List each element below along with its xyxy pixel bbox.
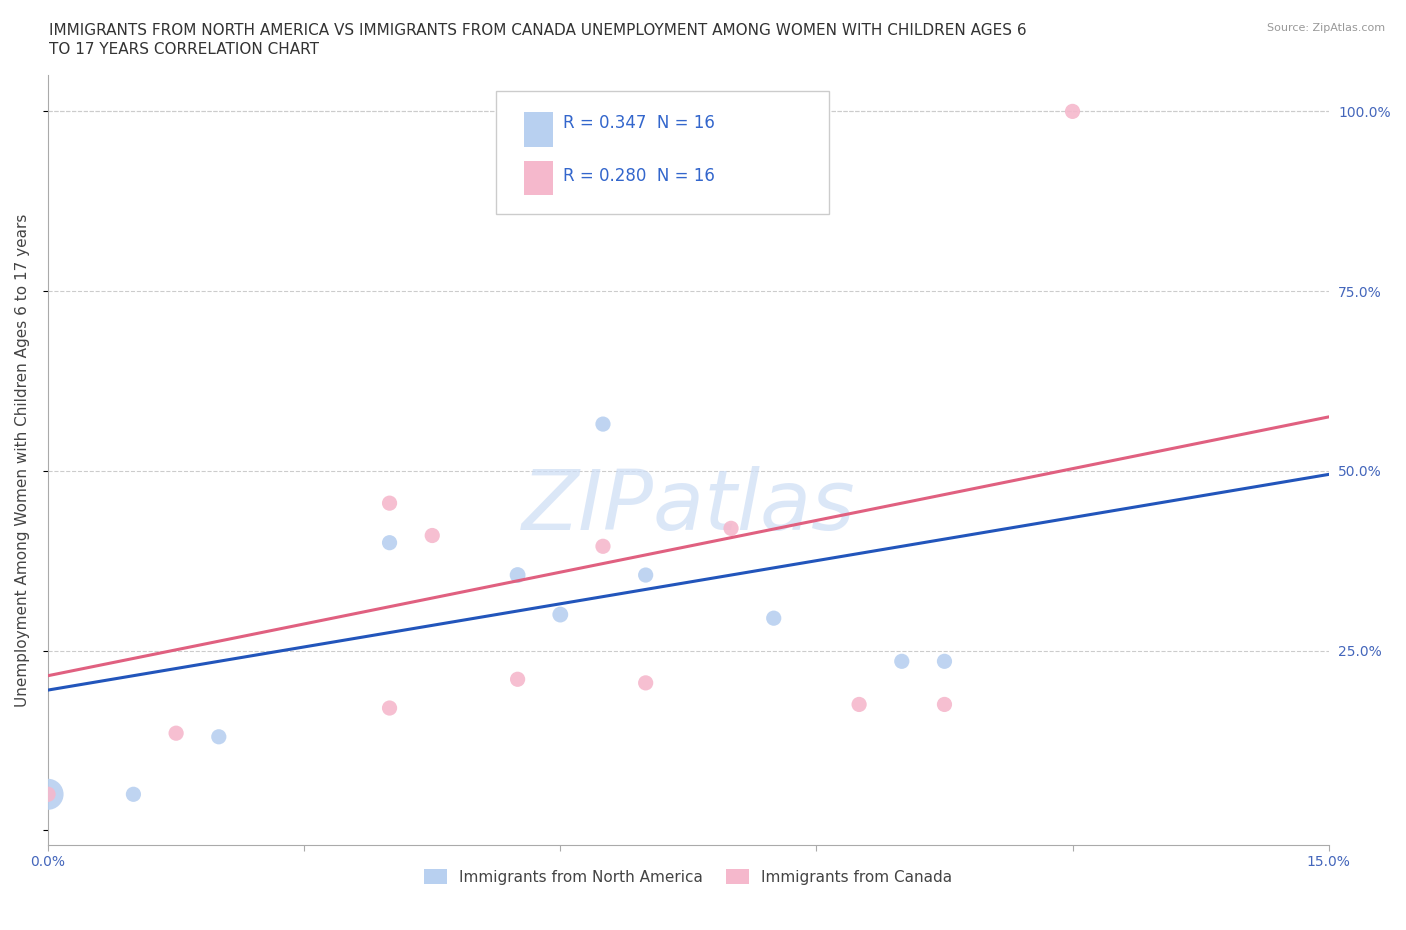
Point bbox=[122, 787, 145, 802]
Point bbox=[592, 417, 614, 432]
Point bbox=[378, 536, 401, 551]
Point bbox=[762, 611, 785, 626]
Point bbox=[934, 654, 956, 669]
Point bbox=[378, 496, 401, 511]
Point bbox=[37, 787, 59, 802]
Point bbox=[634, 567, 657, 582]
Text: ZIPatlas: ZIPatlas bbox=[522, 466, 855, 547]
Point bbox=[506, 567, 529, 582]
Point bbox=[37, 787, 59, 802]
Point bbox=[208, 729, 231, 744]
FancyBboxPatch shape bbox=[496, 91, 830, 214]
Point bbox=[506, 671, 529, 686]
Point bbox=[934, 697, 956, 711]
Legend: Immigrants from North America, Immigrants from Canada: Immigrants from North America, Immigrant… bbox=[418, 863, 959, 891]
Text: IMMIGRANTS FROM NORTH AMERICA VS IMMIGRANTS FROM CANADA UNEMPLOYMENT AMONG WOMEN: IMMIGRANTS FROM NORTH AMERICA VS IMMIGRA… bbox=[49, 23, 1026, 38]
Text: Source: ZipAtlas.com: Source: ZipAtlas.com bbox=[1267, 23, 1385, 33]
FancyBboxPatch shape bbox=[524, 113, 553, 147]
Point bbox=[165, 725, 187, 740]
Text: R = 0.347  N = 16: R = 0.347 N = 16 bbox=[562, 114, 714, 132]
Point bbox=[890, 654, 912, 669]
Y-axis label: Unemployment Among Women with Children Ages 6 to 17 years: Unemployment Among Women with Children A… bbox=[15, 213, 30, 707]
Point bbox=[592, 538, 614, 553]
Text: R = 0.280  N = 16: R = 0.280 N = 16 bbox=[562, 167, 714, 185]
Point bbox=[720, 521, 742, 536]
Point bbox=[634, 675, 657, 690]
Point bbox=[848, 697, 870, 711]
Text: TO 17 YEARS CORRELATION CHART: TO 17 YEARS CORRELATION CHART bbox=[49, 42, 319, 57]
Point bbox=[420, 528, 443, 543]
Point bbox=[1062, 104, 1084, 119]
Point bbox=[550, 607, 572, 622]
Point bbox=[378, 700, 401, 715]
FancyBboxPatch shape bbox=[524, 161, 553, 195]
